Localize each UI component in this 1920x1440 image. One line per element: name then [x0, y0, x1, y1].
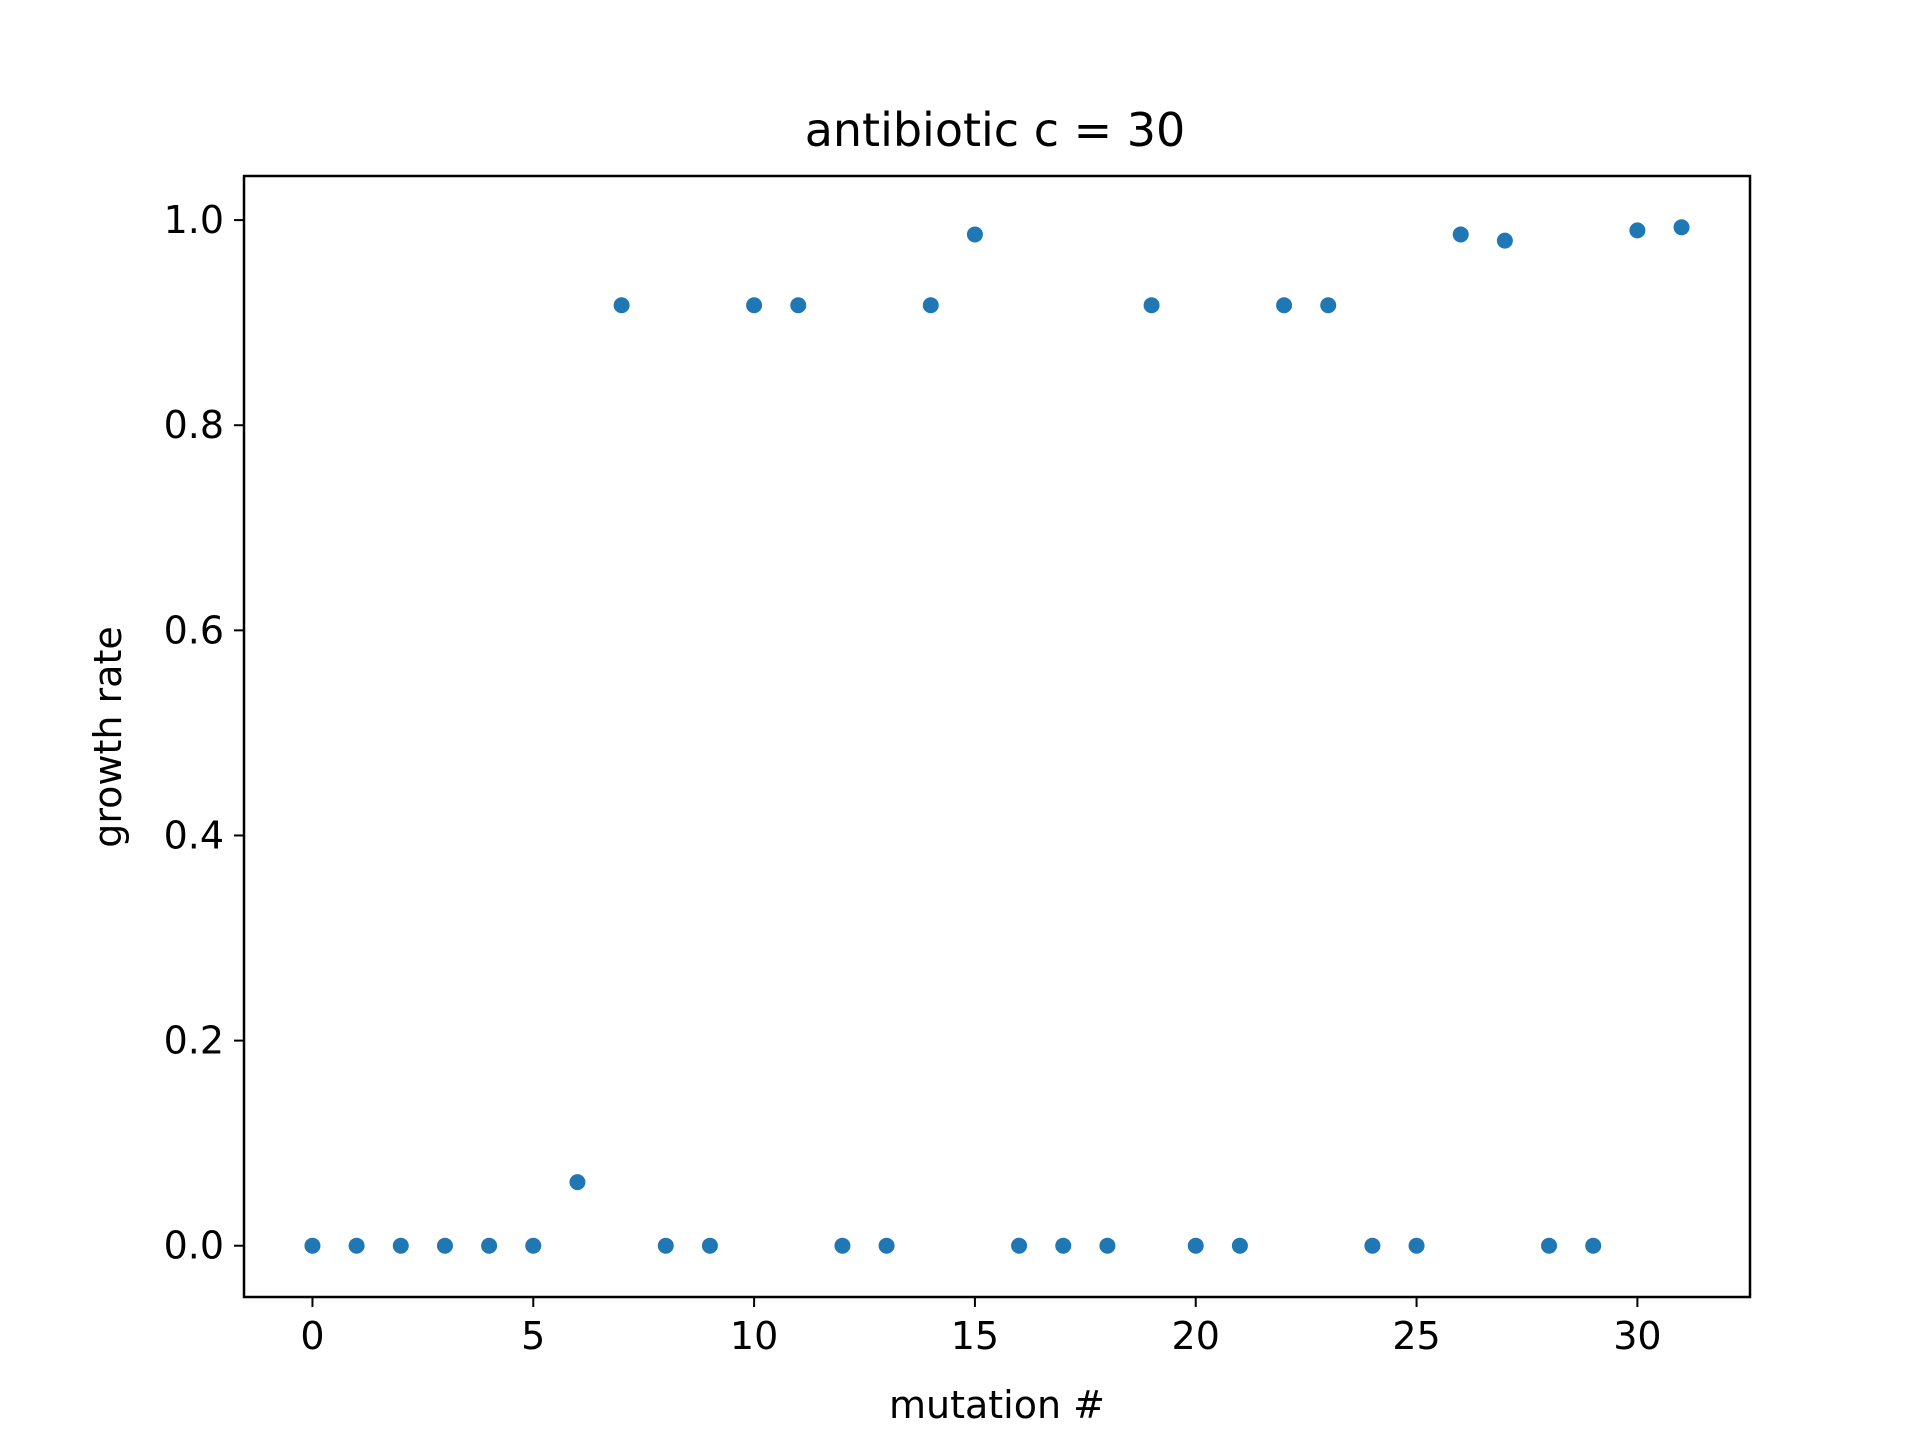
data-point	[1364, 1237, 1381, 1254]
x-tick-label: 30	[1613, 1314, 1661, 1358]
data-point	[1011, 1237, 1028, 1254]
data-point	[1187, 1237, 1204, 1254]
data-point	[922, 297, 939, 314]
plot-frame	[242, 174, 1752, 1299]
data-point	[1496, 232, 1513, 249]
data-point	[1143, 297, 1160, 314]
y-tick-label: 0.4	[164, 813, 224, 857]
x-tick-label: 0	[300, 1314, 324, 1358]
y-tick-label: 0.0	[164, 1224, 224, 1268]
data-point	[569, 1174, 586, 1191]
data-point	[701, 1237, 718, 1254]
data-point	[1099, 1237, 1116, 1254]
x-tick-label: 15	[951, 1314, 999, 1358]
data-point	[613, 297, 630, 314]
data-point	[1541, 1237, 1558, 1254]
x-tick-label: 5	[521, 1314, 545, 1358]
data-point	[1452, 226, 1469, 243]
x-tick-label: 10	[730, 1314, 778, 1358]
data-point	[657, 1237, 674, 1254]
data-point	[966, 226, 983, 243]
y-tick-label: 0.2	[164, 1019, 224, 1063]
data-points	[304, 219, 1690, 1254]
data-point	[746, 297, 763, 314]
x-tick-label: 20	[1172, 1314, 1220, 1358]
y-tick-label: 1.0	[164, 198, 224, 242]
data-point	[304, 1237, 321, 1254]
y-tick-label: 0.6	[164, 608, 224, 652]
data-point	[878, 1237, 895, 1254]
y-tick-label: 0.8	[164, 403, 224, 447]
data-point	[481, 1237, 498, 1254]
data-point	[1673, 219, 1690, 236]
data-point	[1276, 297, 1293, 314]
data-point	[1231, 1237, 1248, 1254]
plot-area: 0 5 10 15 20 25 30 0.0 0.2 0.4 0.6 0.8 1.0	[164, 174, 1752, 1358]
data-point	[348, 1237, 365, 1254]
data-point	[1585, 1237, 1602, 1254]
data-point	[1055, 1237, 1072, 1254]
x-axis: 0 5 10 15 20 25 30	[300, 1297, 1662, 1358]
data-point	[834, 1237, 851, 1254]
data-point	[1320, 297, 1337, 314]
x-tick-label: 25	[1392, 1314, 1440, 1358]
data-point	[790, 297, 807, 314]
data-point	[525, 1237, 542, 1254]
chart-title: antibiotic c = 30	[805, 103, 1186, 157]
data-point	[436, 1237, 453, 1254]
y-axis-label: growth rate	[86, 626, 130, 848]
data-point	[392, 1237, 409, 1254]
data-point	[1629, 222, 1646, 239]
data-point	[1408, 1237, 1425, 1254]
x-axis-label: mutation #	[889, 1383, 1105, 1427]
y-axis: 0.0 0.2 0.4 0.6 0.8 1.0	[164, 198, 244, 1268]
